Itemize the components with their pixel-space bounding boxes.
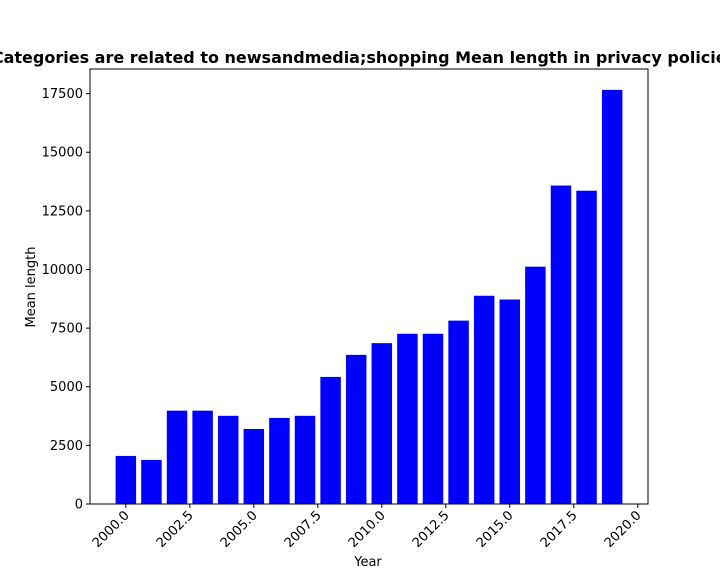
y-tick-label: 5000 xyxy=(50,380,83,395)
y-tick-label: 10000 xyxy=(42,263,83,278)
y-axis-label: Mean length xyxy=(24,247,39,328)
bar-2006 xyxy=(269,417,290,504)
bars xyxy=(115,89,623,505)
x-tick-label: 2017.5 xyxy=(538,508,581,551)
y-tick-label: 17500 xyxy=(42,87,83,102)
y-tick-label: 12500 xyxy=(42,204,83,219)
bar-2014 xyxy=(473,295,495,504)
x-tick-label: 2020.0 xyxy=(602,508,645,551)
y-tick-label: 7500 xyxy=(50,322,83,337)
bar-2015 xyxy=(499,299,521,504)
bar-2002 xyxy=(166,410,188,504)
x-tick-label: 2000.0 xyxy=(90,508,133,551)
bar-2000 xyxy=(115,455,137,504)
bar-2003 xyxy=(192,410,213,504)
bar-2008 xyxy=(320,376,341,504)
x-tick-label: 2015.0 xyxy=(474,508,517,551)
y-tick-label: 0 xyxy=(75,498,83,513)
y-axis-ticks: 0 2500 5000 7500 10000 12500 15000 17500 xyxy=(42,87,90,513)
bar-2018 xyxy=(576,190,597,505)
bar-2011 xyxy=(397,333,418,504)
y-tick-label: 15000 xyxy=(42,146,83,161)
x-axis-ticks: 2000.0 2002.5 2005.0 2007.5 2010.0 2012.5 2015… xyxy=(90,504,645,551)
bar-2007 xyxy=(294,415,316,504)
x-tick-label: 2005.0 xyxy=(218,508,261,551)
bar-2001 xyxy=(141,459,162,504)
bar-2004 xyxy=(217,415,239,504)
x-tick-label: 2010.0 xyxy=(346,508,389,551)
bar-2016 xyxy=(525,266,546,504)
bar-2013 xyxy=(448,320,469,504)
bar-2012 xyxy=(422,333,444,504)
y-tick-label: 2500 xyxy=(50,439,83,454)
plot-frame xyxy=(89,68,649,505)
bar-2017 xyxy=(550,185,572,504)
bar-2009 xyxy=(345,354,367,504)
bar-2005 xyxy=(243,428,265,504)
chart-title: Categories are related to newsandmedia;s… xyxy=(0,48,720,67)
x-tick-label: 2002.5 xyxy=(154,508,197,551)
bar-2019 xyxy=(601,89,623,505)
bar-2010 xyxy=(371,343,393,504)
x-axis-label: Year xyxy=(353,555,382,570)
x-tick-label: 2012.5 xyxy=(410,508,453,551)
x-tick-label: 2007.5 xyxy=(282,508,325,551)
